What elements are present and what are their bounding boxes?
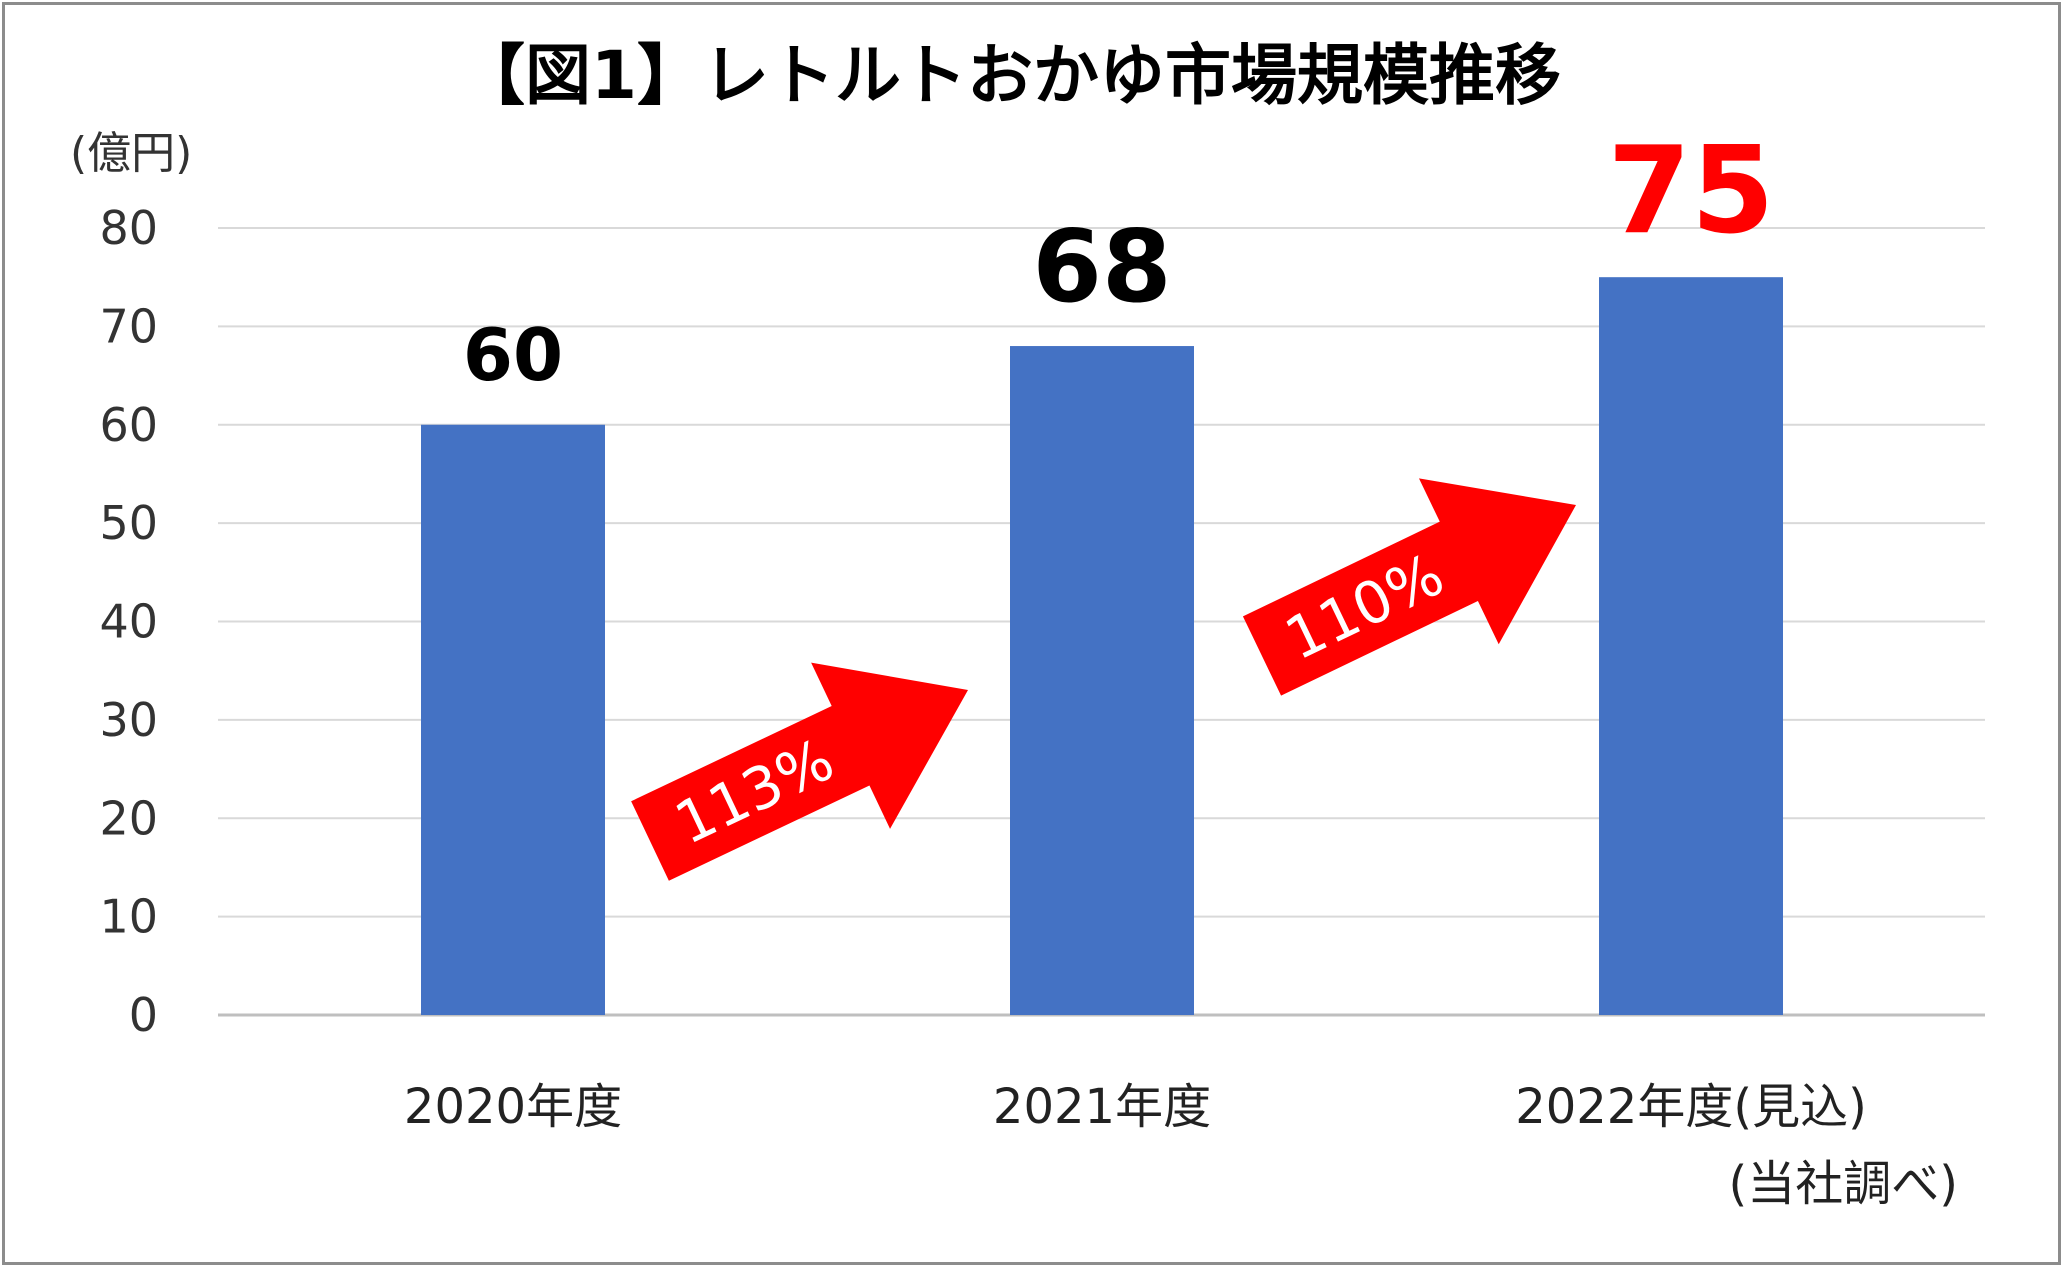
y-tick-label: 70 [99,299,158,353]
y-tick-label: 60 [99,398,158,452]
growth-arrow-1: 113% [631,662,968,881]
x-category-label: 2021年度 [993,1079,1211,1135]
bar-1 [421,424,605,1015]
x-category-label: 2020年度 [404,1079,622,1135]
y-tick-label: 40 [99,595,158,649]
arrow-shape [1242,478,1576,696]
bar-2 [1010,346,1194,1015]
arrow-shape [631,662,968,881]
y-axis-ticks: 0 10 20 30 40 50 60 70 80 [99,201,158,1042]
y-tick-label: 20 [99,791,158,845]
bar-3 [1599,277,1783,1015]
bars [421,277,1783,1015]
source-note: (当社調べ) [1729,1156,1958,1212]
growth-arrow-2: 110% [1242,478,1576,696]
y-axis-unit-label: (億円) [70,128,192,179]
y-tick-label: 0 [129,988,158,1042]
data-label-1: 60 [463,313,563,397]
x-category-label: 2022年度(見込) [1515,1079,1867,1135]
data-labels: 60 68 75 [463,122,1775,397]
y-tick-label: 50 [99,496,158,550]
y-tick-label: 10 [99,890,158,944]
chart-title: 【図1】レトルトおかゆ市場規模推移 [459,37,1561,114]
x-axis-categories: 2020年度 2021年度 2022年度(見込) [404,1079,1867,1135]
y-tick-label: 30 [99,693,158,747]
y-tick-label: 80 [99,201,158,255]
data-label-3: 75 [1608,122,1775,261]
growth-arrows: 113% 110% [631,478,1576,881]
data-label-2: 68 [1032,208,1171,325]
